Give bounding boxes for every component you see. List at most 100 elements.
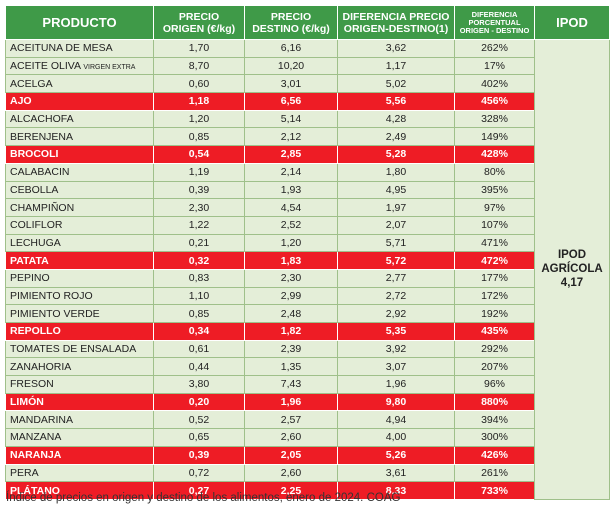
product-name-text: PEPINO [10,272,50,285]
precio-destino-cell: 1,82 [244,322,338,341]
product-name-text: LIMÓN [10,396,44,409]
precio-destino-cell: 6,56 [244,92,338,111]
table-row: ALCACHOFA 1,20 5,14 4,28 328% [5,109,610,129]
table-row: PIMIENTO ROJO 1,10 2,99 2,72 172% [5,286,610,306]
precio-destino-cell: 10,20 [244,56,338,76]
precio-destino-cell: 2,52 [244,215,338,235]
precio-origen-cell: 0,39 [153,180,245,200]
price-table-container: PRODUCTO PRECIO ORIGEN (€/kg) PRECIO DESTI… [5,5,610,500]
precio-destino-cell: 2,60 [244,428,338,447]
precio-origen-cell: 8,70 [153,56,245,76]
table-row: REPOLLO 0,34 1,82 5,35 435% [5,322,610,341]
product-name: REPOLLO [5,322,154,341]
precio-origen-cell: 0,21 [153,233,245,253]
diferencia-porcentual-cell: 80% [454,162,535,182]
header-diferencia-porcentual: DIFERENCIA PORCENTUAL ORIGEN - DESTINO [454,5,535,40]
table-row: ACELGA 0,60 3,01 5,02 402% [5,74,610,94]
table-body: ACEITUNA DE MESA 1,70 6,16 3,62 262% IPOD AGRÍ… [5,39,610,500]
header-diferencia-precio: DIFERENCIA PRECIO ORIGEN-DESTINO(1) [337,5,455,40]
diferencia-porcentual-cell: 292% [454,339,535,359]
product-name: MANZANA [5,428,154,447]
product-name-text: REPOLLO [10,325,61,338]
diferencia-porcentual-cell: 471% [454,233,535,253]
precio-origen-cell: 1,10 [153,286,245,306]
precio-destino-cell: 3,01 [244,74,338,94]
precio-origen-cell: 1,18 [153,92,245,111]
precio-destino-cell: 2,14 [244,162,338,182]
precio-destino-cell: 1,20 [244,233,338,253]
product-name: ZANAHORIA [5,357,154,377]
diferencia-precio-cell: 9,80 [337,392,455,412]
product-subname: VIRGEN EXTRA [83,64,136,72]
product-name: ALCACHOFA [5,109,154,129]
diferencia-precio-cell: 5,56 [337,92,455,111]
table-row: CALABACIN 1,19 2,14 1,80 80% [5,162,610,182]
table-row: BERENJENA 0,85 2,12 2,49 149% [5,127,610,147]
diferencia-precio-cell: 5,02 [337,74,455,94]
ipod-value-line: 4,17 [560,277,584,290]
table-row: PATATA 0,32 1,83 5,72 472% [5,251,610,270]
precio-origen-cell: 0,85 [153,304,245,323]
table-row: BROCOLI 0,54 2,85 5,28 428% [5,145,610,164]
product-name-text: COLIFLOR [10,219,63,232]
precio-origen-cell: 0,39 [153,445,245,465]
product-name-text: BROCOLI [10,148,59,161]
diferencia-porcentual-cell: 96% [454,375,535,394]
diferencia-precio-cell: 5,35 [337,322,455,341]
diferencia-porcentual-cell: 472% [454,251,535,270]
product-name: CEBOLLA [5,180,154,200]
product-name-text: PLÁTANO [10,484,60,497]
precio-destino-cell: 2,25 [244,481,338,500]
diferencia-precio-cell: 3,62 [337,39,455,58]
product-name: MANDARINA [5,410,154,430]
table-row: MANZANA 0,65 2,60 4,00 300% [5,428,610,447]
diferencia-porcentual-cell: 262% [454,39,535,58]
precio-origen-cell: 0,44 [153,357,245,377]
table-row: PIMIENTO VERDE 0,85 2,48 2,92 192% [5,304,610,323]
product-name-text: FRESON [10,378,54,391]
table-row: AJO 1,18 6,56 5,56 456% [5,92,610,111]
diferencia-precio-cell: 3,07 [337,357,455,377]
header-precio-origen: PRECIO ORIGEN (€/kg) [153,5,245,40]
diferencia-precio-cell: 5,72 [337,251,455,270]
precio-destino-cell: 2,85 [244,145,338,164]
table-row: COLIFLOR 1,22 2,52 2,07 107% [5,215,610,235]
precio-destino-cell: 2,30 [244,268,338,288]
product-name: PIMIENTO ROJO [5,286,154,306]
precio-origen-cell: 0,52 [153,410,245,430]
product-name-text: MANZANA [10,431,62,444]
product-name: ACELGA [5,74,154,94]
precio-origen-cell: 1,22 [153,215,245,235]
table-row: ACEITE OLIVA VIRGEN EXTRA 8,70 10,20 1,17 17… [5,56,610,76]
precio-destino-cell: 1,96 [244,392,338,412]
diferencia-precio-cell: 2,77 [337,268,455,288]
diferencia-precio-cell: 4,28 [337,109,455,129]
product-name-text: NARANJA [10,449,62,462]
diferencia-porcentual-cell: 733% [454,481,535,500]
precio-destino-cell: 5,14 [244,109,338,129]
diferencia-porcentual-cell: 172% [454,286,535,306]
precio-destino-cell: 2,12 [244,127,338,147]
header-ipod: IPOD [534,5,610,40]
precio-destino-cell: 7,43 [244,375,338,394]
diferencia-precio-cell: 2,49 [337,127,455,147]
product-name: BERENJENA [5,127,154,147]
product-name-text: TOMATES DE ENSALADA [10,343,137,356]
diferencia-porcentual-cell: 97% [454,198,535,217]
product-name: LIMÓN [5,392,154,412]
diferencia-precio-cell: 1,80 [337,162,455,182]
product-name-text: CHAMPIÑON [10,201,75,214]
diferencia-porcentual-cell: 395% [454,180,535,200]
diferencia-porcentual-cell: 426% [454,445,535,465]
diferencia-porcentual-cell: 177% [454,268,535,288]
precio-origen-cell: 1,19 [153,162,245,182]
diferencia-porcentual-cell: 261% [454,463,535,483]
diferencia-precio-cell: 1,96 [337,375,455,394]
price-table: PRODUCTO PRECIO ORIGEN (€/kg) PRECIO DESTI… [5,5,610,500]
diferencia-precio-cell: 1,97 [337,198,455,217]
precio-origen-cell: 0,65 [153,428,245,447]
precio-destino-cell: 1,83 [244,251,338,270]
diferencia-porcentual-cell: 328% [454,109,535,129]
diferencia-precio-cell: 4,94 [337,410,455,430]
product-name: BROCOLI [5,145,154,164]
